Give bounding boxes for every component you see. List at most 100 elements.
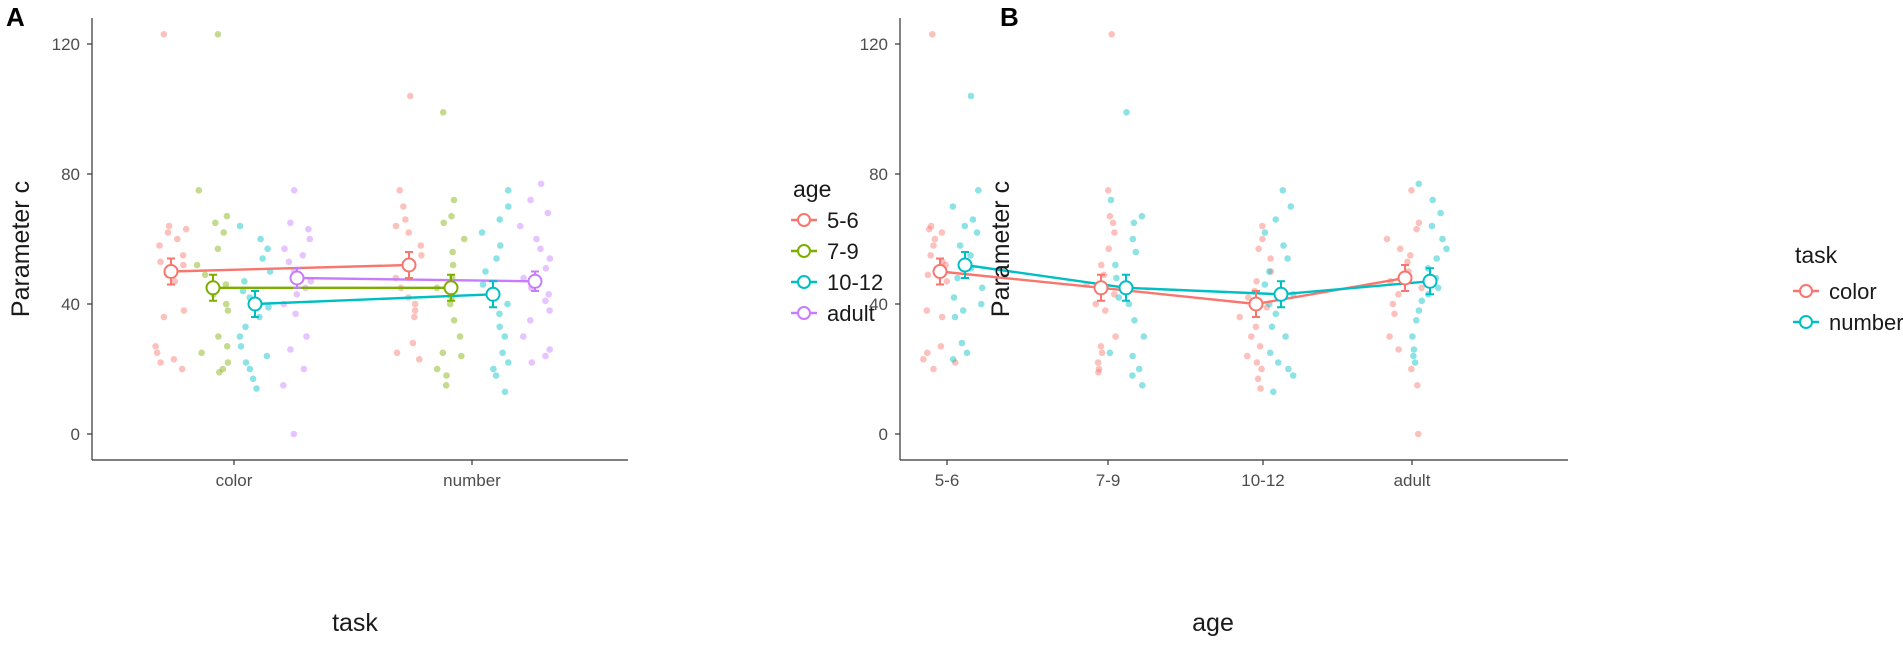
- a-data-point: [544, 209, 552, 217]
- a-data-point: [198, 349, 205, 357]
- a-data-point: [527, 317, 534, 324]
- b-data-point: [1123, 109, 1130, 116]
- a-legend-key-marker: [797, 244, 811, 258]
- b-data-point: [1411, 359, 1419, 366]
- b-data-point: [1254, 375, 1262, 383]
- b-data-point: [1395, 291, 1402, 298]
- panel-a-x-axis-title: task: [332, 609, 378, 637]
- a-data-point: [478, 229, 486, 236]
- panel-b-data-points: [920, 31, 1450, 438]
- panel-a-y-axis: 0 40 80 120: [52, 18, 93, 460]
- a-data-point: [242, 359, 250, 366]
- a-data-point: [285, 258, 293, 266]
- b-data-point: [1139, 382, 1146, 389]
- a-mean-marker: [289, 270, 305, 286]
- a-data-point: [157, 359, 164, 366]
- b-data-point: [969, 216, 977, 223]
- b-data-point: [1285, 365, 1292, 373]
- a-data-point: [249, 375, 257, 383]
- a-data-point: [450, 317, 458, 324]
- b-data-point: [949, 356, 957, 363]
- a-data-point: [223, 212, 231, 220]
- a-data-point: [180, 307, 188, 314]
- a-data-point: [195, 187, 203, 194]
- b-legend-key-marker: [1799, 284, 1813, 298]
- a-data-point: [449, 248, 456, 256]
- b-data-point: [1407, 252, 1414, 259]
- a-data-point: [542, 265, 550, 272]
- b-data-point: [1105, 245, 1112, 253]
- a-data-point: [212, 219, 219, 227]
- b-data-point: [1418, 284, 1425, 292]
- a-data-point: [165, 222, 173, 230]
- a-data-point: [405, 229, 413, 236]
- a-data-point: [479, 281, 487, 288]
- b-data-point: [1129, 352, 1136, 360]
- a-data-point: [215, 333, 222, 340]
- a-data-point: [256, 313, 263, 321]
- a-data-point: [407, 92, 414, 100]
- a-data-point: [520, 333, 527, 340]
- b-data-point: [1287, 203, 1295, 210]
- b-data-point: [1140, 333, 1148, 340]
- a-data-point: [496, 216, 504, 223]
- panel-b-letter: B: [1000, 2, 1019, 32]
- a-data-point: [214, 31, 222, 38]
- b-data-point: [1106, 212, 1114, 220]
- a-data-point: [449, 261, 457, 269]
- a-data-point: [179, 252, 187, 259]
- b-data-point: [924, 271, 932, 279]
- a-data-point: [281, 245, 288, 253]
- a-data-point: [442, 382, 450, 389]
- a-data-point: [170, 356, 178, 363]
- panel-b-mean-markers: [932, 257, 1438, 312]
- b-data-point: [978, 284, 986, 292]
- b-mean-marker: [1118, 280, 1134, 296]
- b-data-point: [1132, 248, 1140, 256]
- a-data-point: [527, 196, 534, 204]
- b-data-point: [958, 339, 966, 347]
- a-data-point: [153, 349, 161, 357]
- a-data-point: [409, 339, 417, 347]
- a-data-point: [520, 274, 527, 282]
- b-data-point: [1138, 212, 1146, 220]
- b-data-point: [1236, 313, 1243, 321]
- a-data-point: [443, 372, 450, 379]
- a-legend-item: 5-6: [791, 208, 859, 233]
- b-y-tick-label: 40: [869, 295, 888, 314]
- b-mean-marker: [1248, 296, 1264, 312]
- b-data-point: [923, 307, 931, 314]
- a-mean-marker: [163, 264, 179, 279]
- a-data-point: [239, 287, 247, 295]
- a-data-point: [224, 359, 232, 366]
- a-data-point: [528, 359, 536, 366]
- b-data-point: [1257, 385, 1264, 392]
- a-data-point: [496, 323, 504, 331]
- b-data-point: [930, 365, 937, 373]
- b-data-point: [1107, 196, 1115, 204]
- b-data-point: [1266, 268, 1273, 275]
- a-data-point: [493, 255, 500, 262]
- b-data-point: [1439, 235, 1446, 243]
- a-data-point: [411, 307, 419, 314]
- b-y-tick-label: 80: [869, 165, 888, 184]
- b-data-point: [938, 313, 946, 321]
- a-data-point: [448, 212, 455, 220]
- b-data-point: [1280, 242, 1287, 249]
- b-y-tick-label: 120: [860, 35, 888, 54]
- panel-a-legend: age 5-6 7-9 10-12 adult: [791, 176, 883, 326]
- a-data-point: [236, 222, 244, 230]
- a-data-point: [152, 343, 159, 350]
- b-data-point: [1272, 216, 1279, 223]
- b-mean-marker: [932, 264, 948, 279]
- b-data-point: [1256, 343, 1264, 350]
- b-data-point: [1244, 352, 1251, 360]
- b-data-point: [930, 242, 937, 249]
- a-legend-key-marker: [797, 275, 811, 289]
- b-mean-marker: [1273, 286, 1289, 302]
- a-data-point: [440, 219, 448, 227]
- a-mean-marker: [443, 280, 459, 296]
- b-data-point: [952, 359, 959, 366]
- a-data-point: [516, 222, 524, 230]
- b-data-point: [1259, 222, 1266, 230]
